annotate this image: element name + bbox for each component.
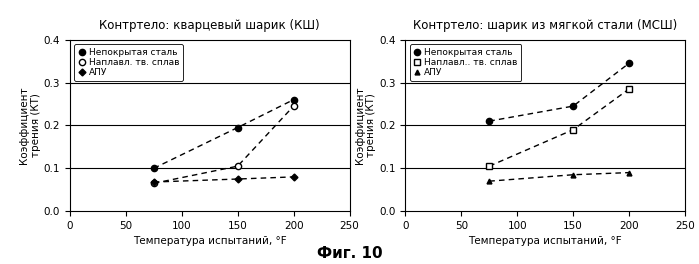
X-axis label: Температура испытаний, °F: Температура испытаний, °F (133, 237, 287, 247)
Legend: Непокрытая сталь, Наплавл. тв. сплав, АПУ: Непокрытая сталь, Наплавл. тв. сплав, АП… (74, 44, 183, 81)
Y-axis label: Коэффициент
трения (КТ): Коэффициент трения (КТ) (20, 87, 41, 164)
Y-axis label: Коэффициент
трения (КТ): Коэффициент трения (КТ) (355, 87, 377, 164)
Legend: Непокрытая сталь, Наплавл.. тв. сплав, АПУ: Непокрытая сталь, Наплавл.. тв. сплав, А… (410, 44, 521, 81)
Text: Контртело: шарик из мягкой стали (МСШ): Контртело: шарик из мягкой стали (МСШ) (413, 19, 677, 32)
X-axis label: Температура испытаний, °F: Температура испытаний, °F (468, 237, 622, 247)
Text: Фиг. 10: Фиг. 10 (317, 246, 382, 261)
Text: Контртело: кварцевый шарик (КШ): Контртело: кварцевый шарик (КШ) (99, 19, 320, 32)
